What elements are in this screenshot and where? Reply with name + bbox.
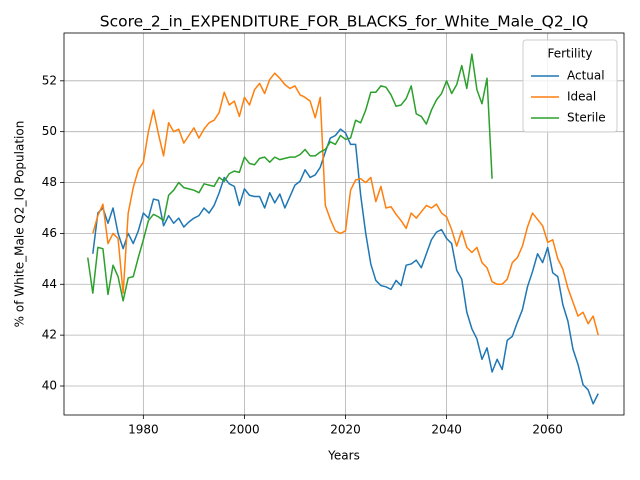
series-line — [87, 53, 493, 302]
x-tick-label: 2000 — [229, 423, 260, 437]
series-line — [92, 72, 599, 336]
y-axis-label: % of White_Male Q2_IQ Population — [13, 121, 27, 328]
series-line — [92, 128, 599, 405]
y-tick-label: 48 — [42, 175, 57, 189]
x-tick-label: 2020 — [330, 423, 361, 437]
y-tick-label: 50 — [42, 124, 57, 138]
y-tick-label: 46 — [42, 226, 57, 240]
chart-title: Score_2_in_EXPENDITURE_FOR_BLACKS_for_Wh… — [100, 13, 589, 32]
y-tick-label: 52 — [42, 73, 57, 87]
legend-label: Ideal — [567, 90, 596, 104]
legend-label: Actual — [567, 69, 605, 83]
x-axis-label: Years — [327, 449, 360, 463]
legend-label: Sterile — [567, 111, 606, 125]
x-tick-label: 2060 — [532, 423, 563, 437]
y-tick-label: 42 — [42, 328, 57, 342]
x-tick-label: 1980 — [128, 423, 159, 437]
legend-title: Fertility — [547, 47, 592, 61]
plot-frame — [63, 32, 625, 416]
legend-box — [522, 39, 618, 133]
y-tick-label: 40 — [42, 379, 57, 393]
y-tick-label: 44 — [42, 277, 57, 291]
x-tick-label: 2040 — [431, 423, 462, 437]
